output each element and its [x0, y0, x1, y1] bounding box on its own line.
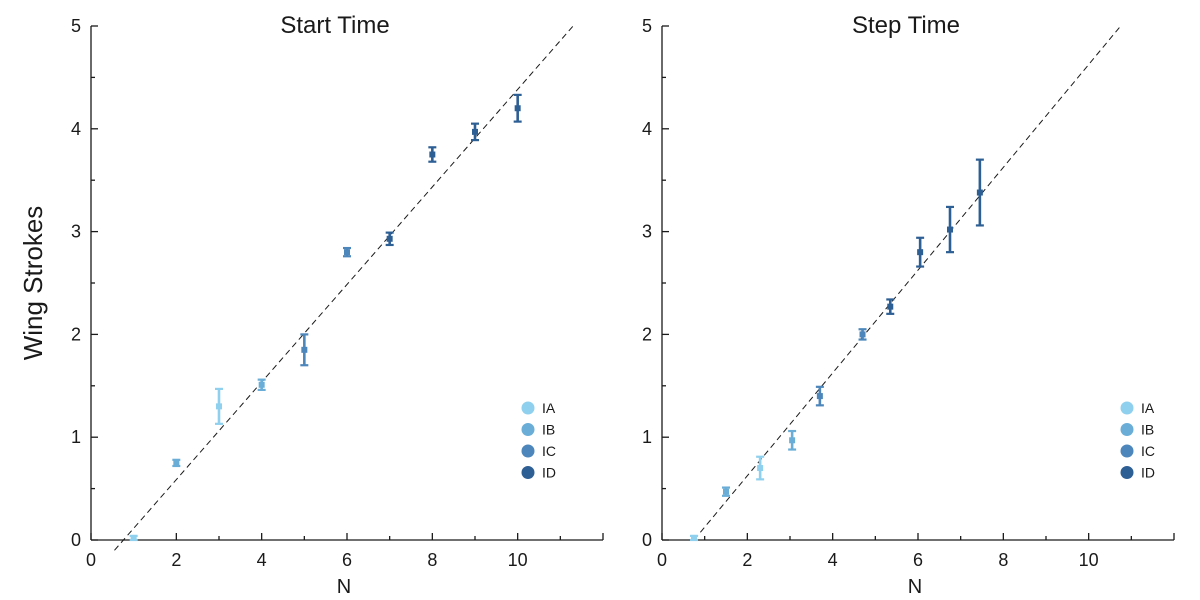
legend-label: ID	[542, 465, 556, 481]
data-point	[816, 393, 823, 400]
x-axis-label: N	[908, 576, 922, 598]
data-point	[301, 346, 308, 353]
panel-title: Start Time	[280, 12, 389, 39]
y-tick-label: 0	[642, 530, 652, 550]
fit-line	[693, 25, 1122, 541]
legend: IA IB IC ID	[521, 400, 556, 481]
x-tick-label: 8	[427, 550, 437, 570]
data-point	[757, 465, 764, 472]
data-point	[386, 235, 393, 242]
legend-label: ID	[1141, 465, 1155, 481]
data-point	[429, 151, 436, 158]
legend-marker	[1120, 401, 1134, 415]
series-ib	[722, 429, 797, 497]
legend-label: IA	[1141, 400, 1155, 416]
series-ic	[815, 328, 867, 407]
x-tick-label: 4	[257, 550, 267, 570]
x-tick-label: 4	[828, 550, 838, 570]
x-tick-label: 6	[342, 550, 352, 570]
panel-title: Step Time	[852, 12, 960, 39]
data-point	[723, 488, 729, 495]
data-point	[472, 128, 478, 135]
x-tick-label: 0	[657, 550, 667, 570]
legend-label: IB	[542, 422, 555, 438]
series-id	[385, 93, 522, 247]
series-id	[886, 158, 984, 315]
panel-start-time: 0 1 2 3 4 5 0 2 4 6 8 10 Start Time N IA IB IC ID	[71, 12, 604, 598]
legend-label: IC	[1141, 443, 1155, 459]
data-point	[344, 249, 350, 256]
data-point	[947, 226, 953, 233]
y-tick-label: 3	[642, 222, 652, 242]
data-point	[514, 105, 521, 112]
y-tick-label: 2	[642, 324, 652, 344]
y-tick-label: 3	[71, 222, 81, 242]
x-axis-label: N	[337, 576, 351, 598]
y-tick-label: 5	[642, 16, 652, 36]
y-tick-label: 5	[71, 16, 81, 36]
legend-marker	[1120, 423, 1134, 436]
legend-marker	[521, 423, 535, 436]
x-tick-label: 10	[1079, 550, 1099, 570]
series-ic	[300, 246, 351, 367]
data-point	[173, 459, 180, 466]
data-point	[976, 189, 983, 196]
y-tick-label: 4	[71, 119, 81, 139]
series-ia	[690, 455, 765, 542]
data-point	[887, 303, 894, 310]
legend-label: IC	[542, 443, 556, 459]
x-tick-label: 2	[171, 550, 181, 570]
legend-marker	[521, 444, 535, 458]
fit-line	[114, 25, 574, 551]
legend-label: IB	[1141, 422, 1154, 438]
x-tick-label: 10	[508, 550, 528, 570]
legend: IA IB IC ID	[1120, 400, 1155, 481]
data-point	[917, 249, 924, 256]
y-axis-label: Wing Strokes	[18, 206, 48, 361]
x-tick-label: 0	[86, 550, 96, 570]
data-point	[859, 331, 866, 338]
y-tick-label: 4	[642, 119, 652, 139]
data-point	[789, 437, 796, 444]
legend-label: IA	[542, 400, 556, 416]
x-tick-label: 8	[998, 550, 1008, 570]
x-tick-label: 6	[913, 550, 923, 570]
data-point	[258, 381, 265, 388]
y-tick-label: 1	[71, 427, 81, 447]
y-tick-label: 2	[71, 324, 81, 344]
y-tick-label: 1	[642, 427, 652, 447]
y-tick-label: 0	[71, 530, 81, 550]
legend-marker	[1120, 466, 1134, 479]
legend-marker	[521, 466, 535, 479]
data-point	[216, 403, 222, 410]
legend-marker	[521, 401, 535, 415]
panel-step-time: 0 1 2 3 4 5 0 2 4 6 8 10 Step Time N IA IB IC ID	[642, 12, 1175, 598]
data-point	[130, 534, 137, 541]
legend-marker	[1120, 444, 1134, 458]
series-ia	[129, 387, 223, 542]
x-tick-label: 2	[742, 550, 752, 570]
data-point	[691, 534, 697, 541]
series-ib	[172, 378, 266, 468]
